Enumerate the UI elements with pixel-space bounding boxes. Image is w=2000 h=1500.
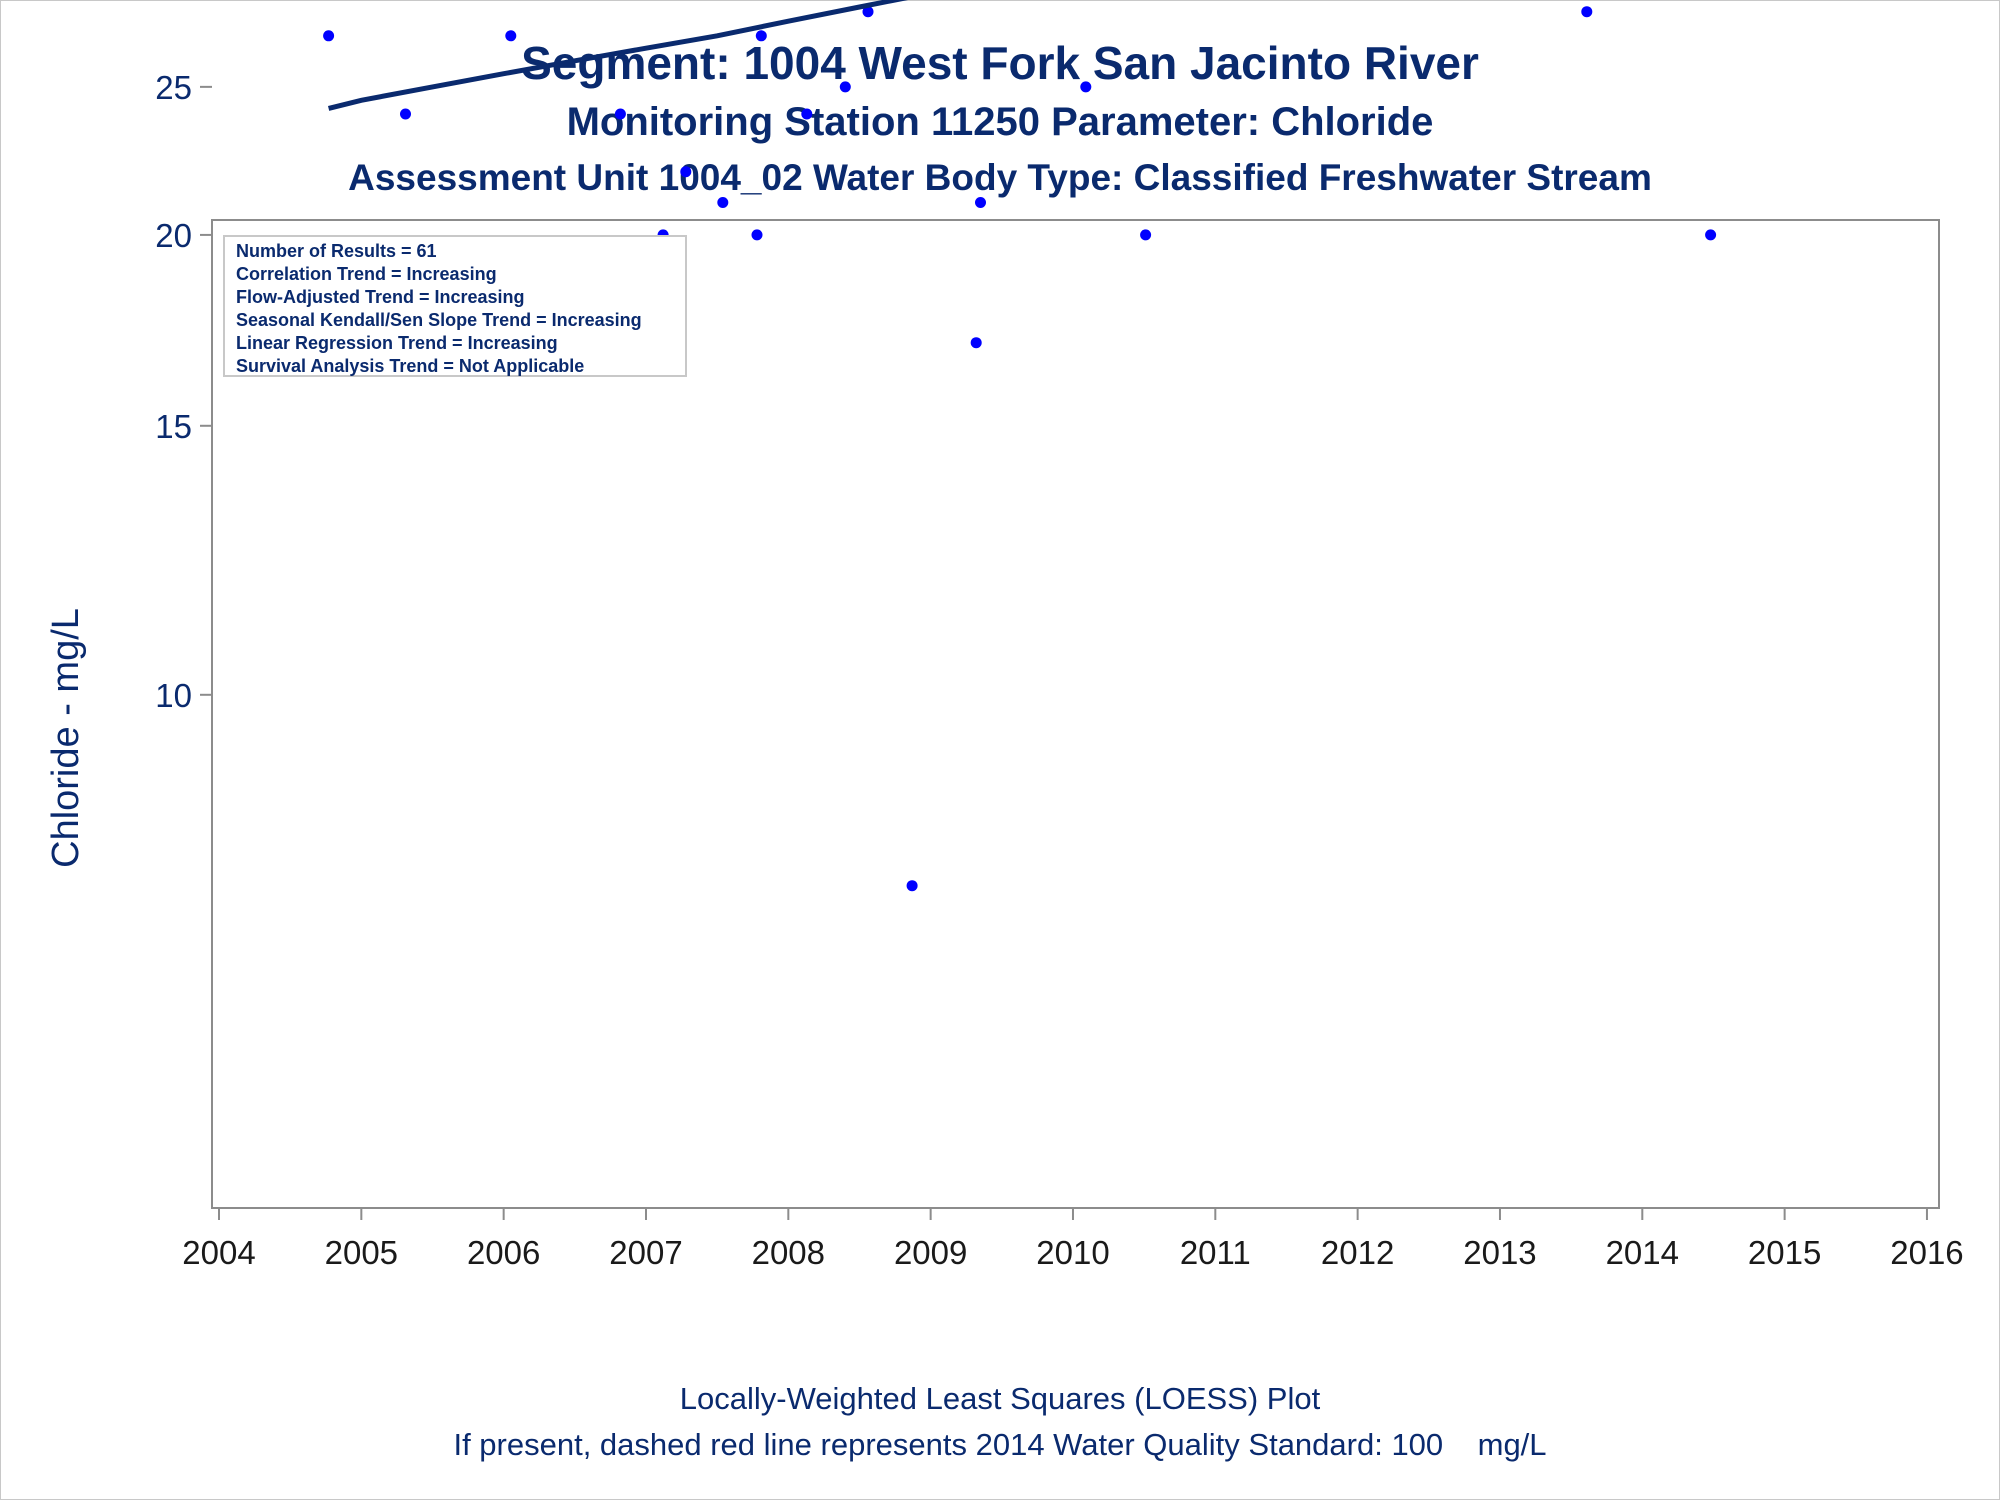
data-point xyxy=(975,197,986,208)
x-tick-label: 2012 xyxy=(1321,1234,1394,1271)
x-tick-label: 2011 xyxy=(1180,1234,1251,1271)
x-tick-label: 2006 xyxy=(467,1234,540,1271)
x-tick-label: 2009 xyxy=(894,1234,967,1271)
stats-box-border xyxy=(223,235,687,377)
y-tick-label: 20 xyxy=(155,217,192,254)
data-point xyxy=(970,337,982,349)
stats-line: Survival Analysis Trend = Not Applicable xyxy=(236,356,584,376)
data-point xyxy=(400,108,411,120)
x-tick-label: 2008 xyxy=(752,1234,825,1271)
data-point xyxy=(1080,81,1092,93)
x-tick-label: 2010 xyxy=(1036,1234,1109,1271)
data-point xyxy=(801,108,813,120)
y-tick-label: 25 xyxy=(155,69,192,106)
x-tick-label: 2004 xyxy=(182,1234,255,1271)
stats-line: Seasonal Kendall/Sen Slope Trend = Incre… xyxy=(236,310,642,330)
y-tick-label: 10 xyxy=(155,677,192,714)
stats-line: Number of Results = 61 xyxy=(236,241,437,261)
data-point xyxy=(906,880,918,892)
data-point xyxy=(1705,229,1717,241)
x-tick-label: 2005 xyxy=(325,1234,398,1271)
chart-subtitle: Monitoring Station 11250 Parameter: Chlo… xyxy=(566,100,1434,144)
footnote-loess: Locally-Weighted Least Squares (LOESS) P… xyxy=(679,1381,1321,1416)
loess-trend-line xyxy=(327,0,909,111)
data-points xyxy=(323,6,1717,892)
data-point xyxy=(614,108,626,120)
stats-line: Correlation Trend = Increasing xyxy=(236,264,497,284)
chart-subtitle-2: Assessment Unit 1004_02 Water Body Type:… xyxy=(348,157,1652,198)
x-tick-label: 2015 xyxy=(1748,1234,1821,1271)
x-tick-label: 2007 xyxy=(609,1234,682,1271)
data-point xyxy=(717,197,729,208)
chart-title: Segment: 1004 West Fork San Jacinto Rive… xyxy=(521,37,1479,89)
data-point xyxy=(755,30,767,42)
data-point xyxy=(862,6,874,18)
data-point xyxy=(505,30,517,42)
stats-line: Flow-Adjusted Trend = Increasing xyxy=(236,287,525,307)
x-tick-label: 2014 xyxy=(1606,1234,1679,1271)
data-point xyxy=(680,166,692,178)
x-tick-label: 2016 xyxy=(1890,1234,1963,1271)
x-tick-label: 2013 xyxy=(1463,1234,1536,1271)
trend-stats-box: Number of Results = 61 Correlation Trend … xyxy=(223,235,687,377)
footnote-standard: If present, dashed red line represents 2… xyxy=(453,1427,1547,1462)
data-point xyxy=(1581,6,1593,18)
data-point xyxy=(839,81,851,93)
data-point xyxy=(323,30,335,42)
data-point xyxy=(751,229,763,241)
data-point xyxy=(1140,229,1152,241)
y-tick-label: 15 xyxy=(155,408,192,445)
y-axis-label: Chloride - mg/L xyxy=(45,608,87,868)
axis-ticks: 2004 2005 2006 2007 2008 2009 2010 2011 2012 2013… xyxy=(155,69,1963,1271)
stats-line: Linear Regression Trend = Increasing xyxy=(236,333,558,353)
plot-area xyxy=(211,219,1940,1209)
